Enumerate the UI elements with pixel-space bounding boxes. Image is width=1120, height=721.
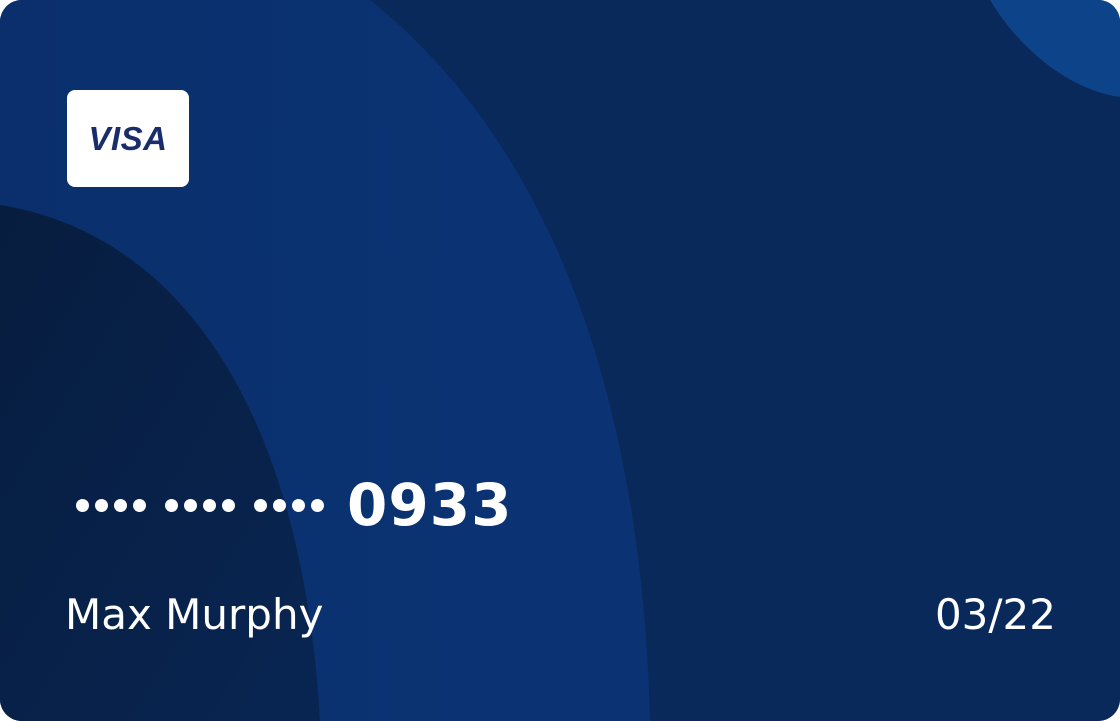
masked-group-1 bbox=[76, 498, 146, 512]
mask-dot bbox=[133, 498, 146, 512]
masked-group-3 bbox=[254, 498, 324, 512]
mask-dot bbox=[95, 498, 108, 512]
card-number: 0933 bbox=[76, 470, 512, 540]
mask-dot bbox=[165, 498, 178, 512]
mask-dot bbox=[222, 498, 235, 512]
mask-dot bbox=[311, 498, 324, 512]
corner-arc-shape bbox=[990, 0, 1120, 97]
mask-dot bbox=[76, 498, 89, 512]
expiry-date: 03/22 bbox=[934, 590, 1056, 639]
visa-logo: VISA bbox=[67, 90, 189, 187]
masked-group-2 bbox=[165, 498, 235, 512]
cardholder-name: Max Murphy bbox=[65, 590, 324, 639]
mask-dot bbox=[114, 498, 127, 512]
dark-arc-shape bbox=[0, 205, 320, 721]
mask-dot bbox=[184, 498, 197, 512]
mask-dot bbox=[254, 498, 267, 512]
mask-dot bbox=[292, 498, 305, 512]
mask-dot bbox=[203, 498, 216, 512]
visa-logo-text: VISA bbox=[88, 119, 168, 157]
mask-dot bbox=[273, 498, 286, 512]
card-last-four: 0933 bbox=[347, 471, 513, 539]
